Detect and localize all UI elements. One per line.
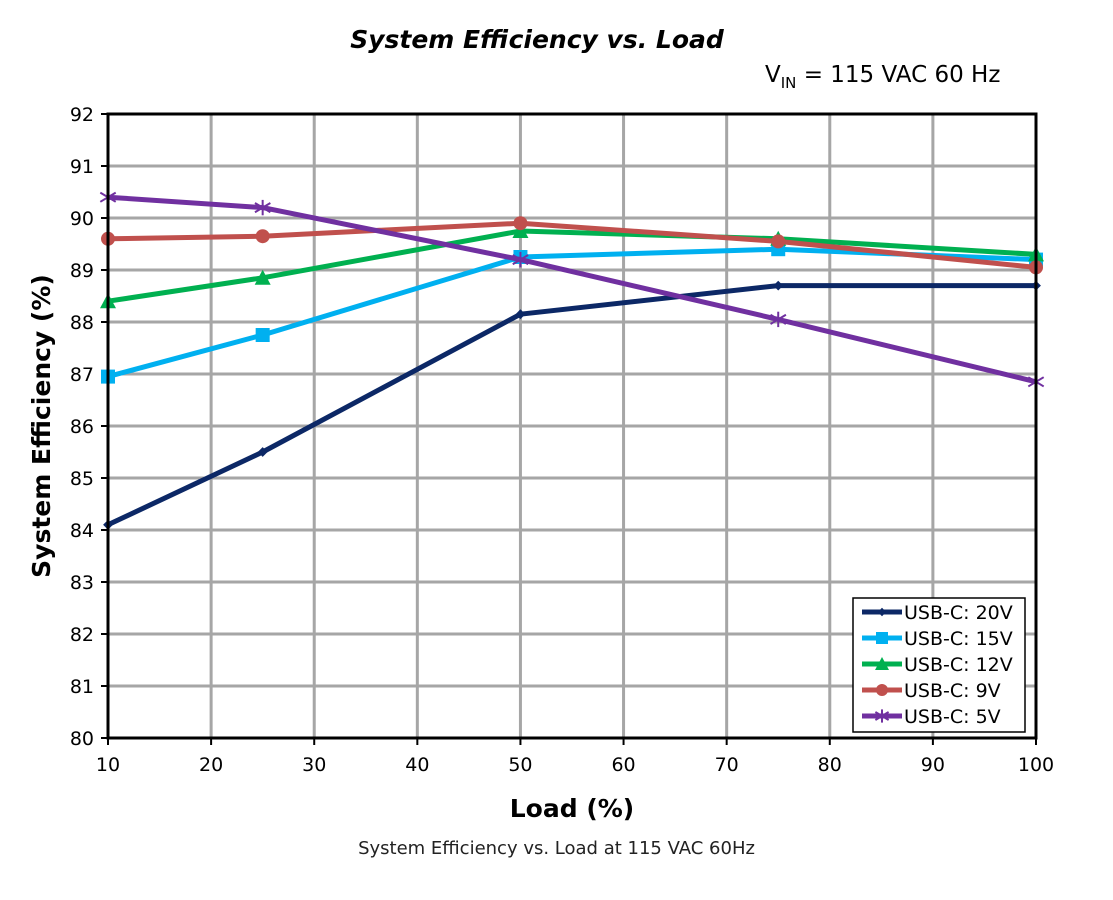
data-point-asterisk [770, 311, 787, 328]
data-point-diamond [515, 309, 526, 320]
y-tick-label: 91 [70, 156, 94, 178]
asterisk-stroke [874, 711, 890, 721]
x-tick-label: 60 [611, 754, 635, 776]
tick-labels: 10 20 30 40 50 60 70 80 90 100 80 81 82 83 84 85 86 87 88 8… [70, 104, 1054, 776]
data-point-diamond [773, 280, 784, 291]
y-tick-label: 92 [70, 104, 94, 126]
x-tick-label: 100 [1018, 754, 1054, 776]
asterisk-stroke [770, 313, 787, 325]
x-tick-label: 70 [715, 754, 739, 776]
x-tick-label: 10 [96, 754, 120, 776]
series-usb-c-20v [103, 280, 1041, 530]
data-point-triangle [875, 657, 889, 670]
legend: USB-C: 20V USB-C: 15V USB-C: 12V USB-C: 9V U… [852, 597, 1026, 733]
x-tick-label: 20 [199, 754, 223, 776]
y-tick-label: 88 [70, 312, 94, 334]
data-point-diamond [257, 447, 268, 457]
data-point-square [876, 632, 888, 644]
legend-label: USB-C: 12V [904, 654, 1013, 676]
legend-item: USB-C: 15V [862, 628, 1013, 650]
data-point-circle [513, 216, 528, 231]
y-tick-label: 87 [70, 364, 94, 386]
data-point-diamond [877, 607, 887, 617]
asterisk-stroke [512, 254, 529, 266]
x-tick-label: 80 [818, 754, 842, 776]
data-point-triangle [254, 269, 271, 285]
data-point-asterisk [512, 251, 529, 268]
y-tick-label: 83 [70, 572, 94, 594]
series-group [99, 189, 1045, 530]
y-tick-label: 85 [70, 468, 94, 490]
data-point-triangle [512, 223, 529, 238]
legend-label: USB-C: 20V [904, 602, 1013, 624]
x-tick-label: 40 [405, 754, 429, 776]
legend-label: USB-C: 5V [904, 706, 1001, 728]
x-axis-label: Load (%) [510, 794, 634, 823]
y-tick-label: 80 [70, 728, 94, 750]
x-tick-label: 90 [921, 754, 945, 776]
y-tick-label: 86 [70, 416, 94, 438]
data-point-asterisk [874, 709, 890, 723]
series-usb-c-15v [101, 242, 1043, 384]
x-tick-label: 50 [508, 754, 532, 776]
data-point-circle [876, 684, 888, 696]
legend-label: USB-C: 15V [904, 628, 1013, 650]
chart-title: System Efficiency vs. Load [350, 25, 725, 54]
series-line [107, 228, 1037, 304]
y-tick-label: 82 [70, 624, 94, 646]
figure-caption: System Efficiency vs. Load at 115 VAC 60… [358, 838, 755, 859]
y-tick-label: 81 [70, 676, 94, 698]
plot-border [106, 112, 1038, 740]
vin-annotation: VIN = 115 VAC 60 Hz [765, 62, 1000, 92]
data-point-asterisk [254, 199, 271, 216]
legend-item: USB-C: 5V [862, 706, 1001, 728]
legend-item: USB-C: 12V [862, 654, 1013, 676]
legend-item: USB-C: 9V [862, 680, 1001, 702]
asterisk-stroke [254, 202, 271, 214]
data-point-circle [771, 234, 786, 249]
y-tick-label: 84 [70, 520, 94, 542]
data-point-square [255, 328, 270, 342]
x-tick-label: 30 [302, 754, 326, 776]
y-tick-label: 90 [70, 208, 94, 230]
legend-item: USB-C: 20V [862, 602, 1013, 624]
y-tick-label: 89 [70, 260, 94, 282]
data-point-circle [255, 229, 270, 244]
legend-label: USB-C: 9V [904, 680, 1001, 702]
series-line [107, 246, 1037, 380]
y-axis-label: System Efficiency (%) [27, 274, 56, 578]
